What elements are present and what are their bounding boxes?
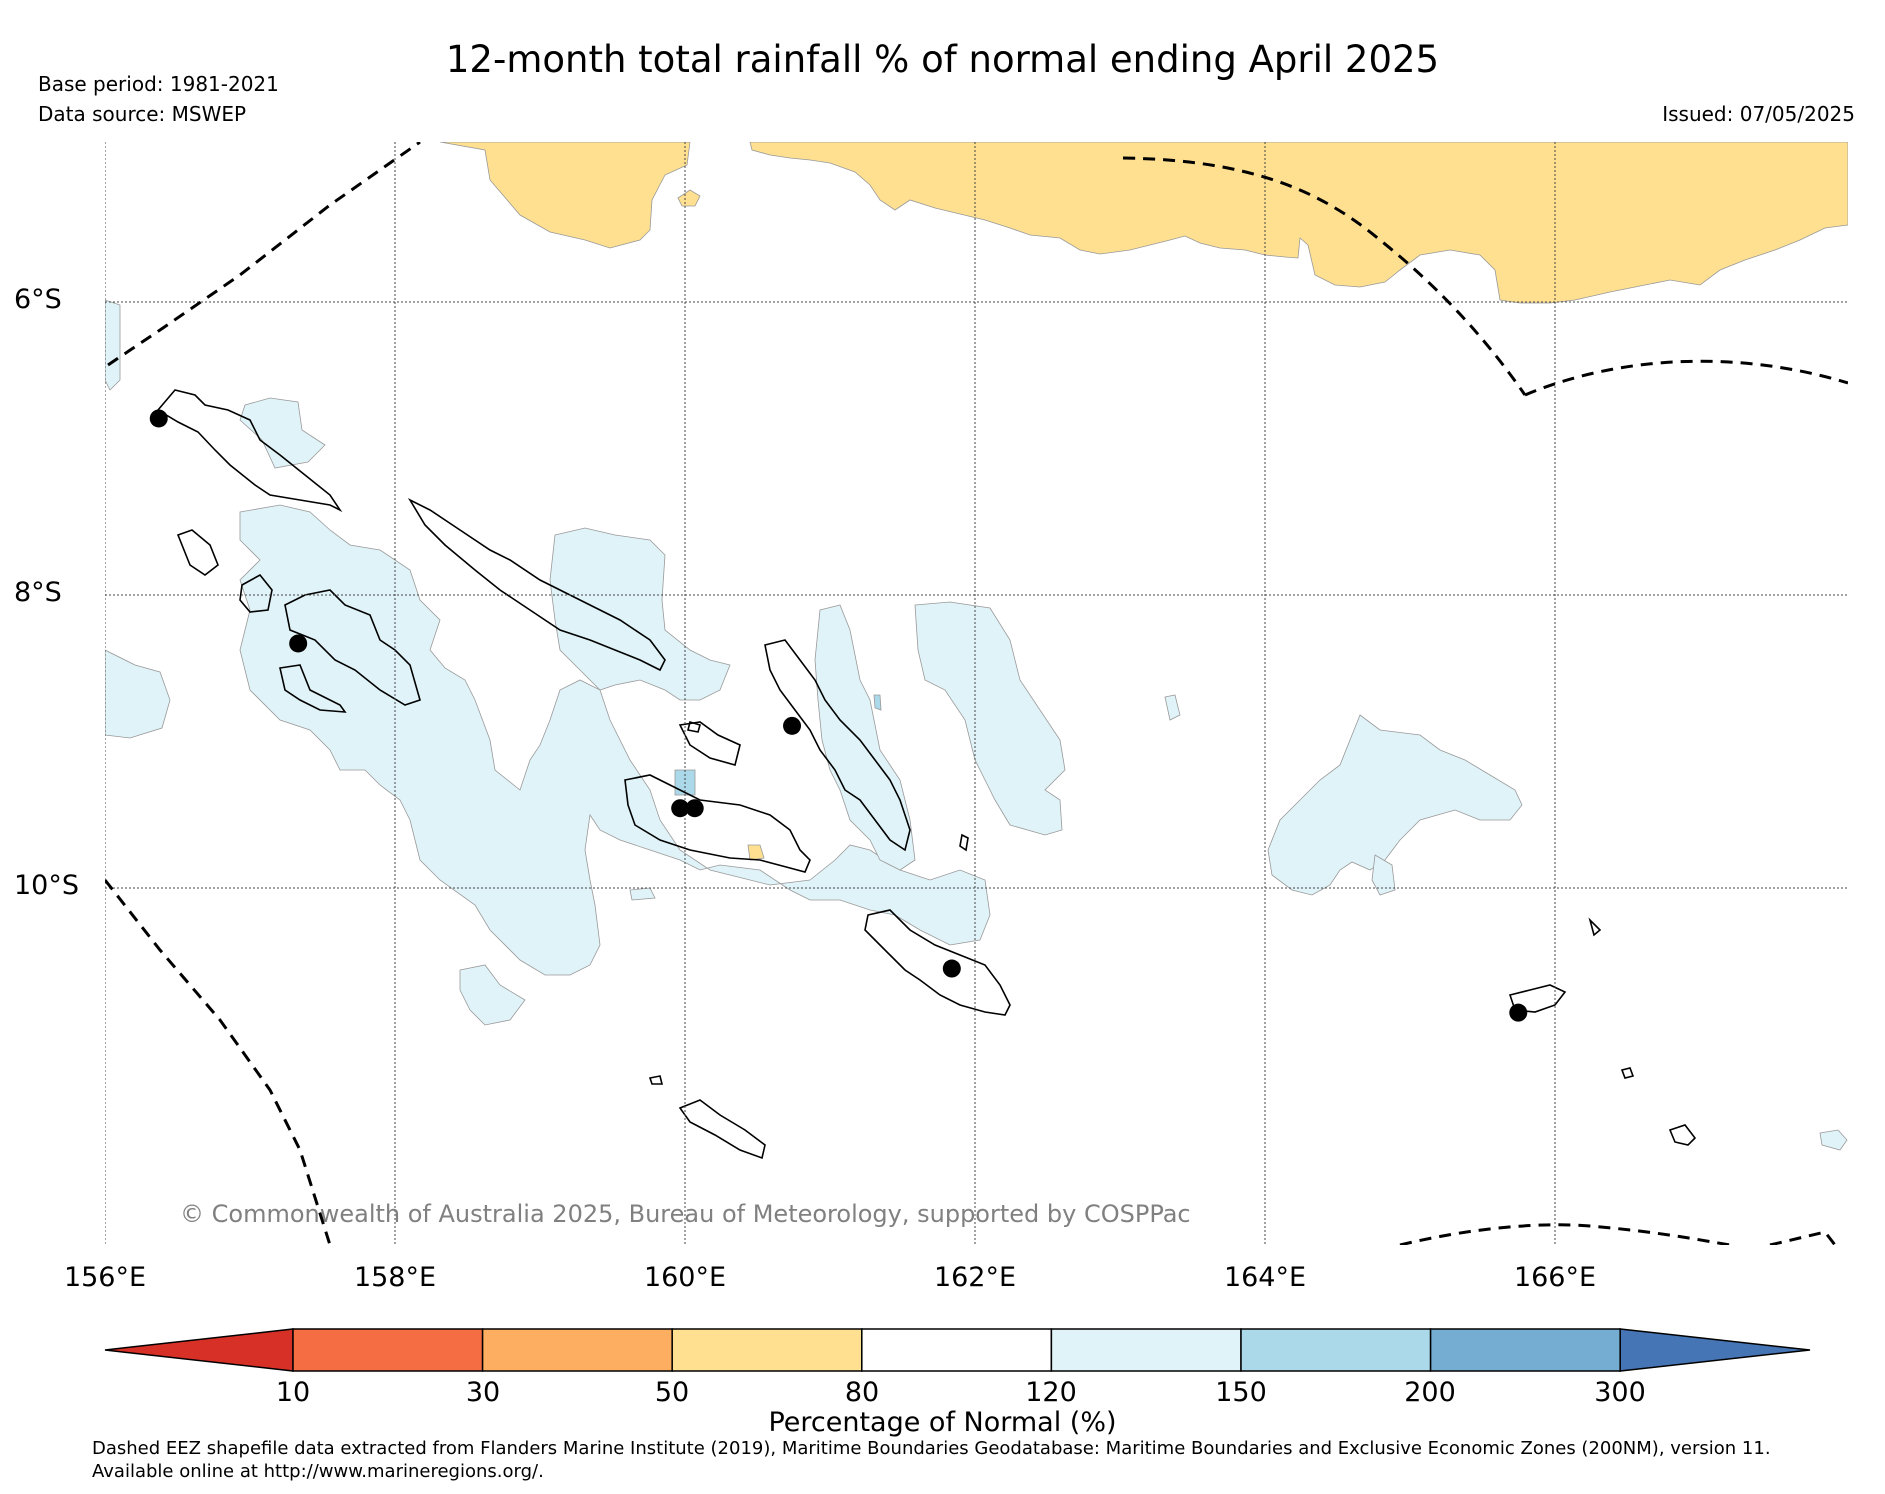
colorbar-tick-label: 30 bbox=[465, 1377, 501, 1408]
station-markers bbox=[149, 409, 1528, 1022]
rainfall-region-120-150 bbox=[814, 604, 916, 871]
footnote-line: Available online at http://www.marinereg… bbox=[92, 1461, 544, 1482]
rainfall-region-50-80 bbox=[439, 142, 691, 249]
rainfall-region-150-200 bbox=[873, 694, 882, 711]
colorbar-bin bbox=[1619, 1328, 1811, 1372]
eez-boundary bbox=[1399, 1223, 1731, 1245]
lon-label: 160°E bbox=[643, 1262, 727, 1293]
island-small bbox=[687, 720, 701, 733]
island-florida bbox=[678, 721, 741, 766]
colorbar-bin bbox=[861, 1328, 1053, 1372]
island-small bbox=[1620, 1067, 1635, 1079]
island-vella-lavella bbox=[239, 573, 273, 613]
colorbar-title: Percentage of Normal (%) bbox=[768, 1407, 1117, 1438]
colorbar-bin bbox=[1429, 1328, 1621, 1372]
eez-boundary bbox=[105, 879, 332, 1245]
lon-label: 162°E bbox=[933, 1262, 1017, 1293]
colorbar-bin bbox=[481, 1328, 673, 1372]
rainfall-region-120-150 bbox=[105, 299, 121, 391]
station-marker bbox=[942, 959, 961, 978]
rainfall-region-120-150 bbox=[914, 601, 1066, 836]
station-marker bbox=[783, 716, 802, 735]
colorbar-bin bbox=[671, 1328, 863, 1372]
issued-date: Issued: 07/05/2025 bbox=[1662, 102, 1855, 126]
lon-label: 166°E bbox=[1513, 1262, 1597, 1293]
island-small bbox=[1588, 917, 1602, 937]
lat-label: 6°S bbox=[14, 284, 62, 315]
map-area bbox=[105, 142, 1848, 1245]
rainfall-region-50-80 bbox=[677, 189, 701, 207]
station-marker bbox=[1509, 1003, 1528, 1022]
colorbar-bin bbox=[1050, 1328, 1242, 1372]
lat-label: 10°S bbox=[14, 870, 79, 901]
footnote-line: Dashed EEZ shapefile data extracted from… bbox=[92, 1438, 1771, 1459]
copyright-notice: © Commonwealth of Australia 2025, Bureau… bbox=[180, 1200, 1191, 1228]
rainfall-region-50-80 bbox=[747, 844, 765, 861]
colorbar-bin bbox=[292, 1328, 484, 1372]
island-choiseul bbox=[407, 498, 666, 672]
colorbar-tick-label: 150 bbox=[1215, 1377, 1267, 1408]
station-marker bbox=[149, 409, 168, 428]
island-rendova bbox=[279, 664, 347, 713]
rainfall-region-120-150 bbox=[105, 649, 171, 739]
rainfall-region-120-150 bbox=[1164, 694, 1181, 721]
island-rennell bbox=[678, 1099, 766, 1160]
rainfall-region-50-80 bbox=[749, 142, 1848, 304]
island-bougainville bbox=[156, 389, 343, 513]
colorbar-tick-label: 300 bbox=[1594, 1377, 1646, 1408]
island-ranongga bbox=[176, 529, 219, 576]
data-source: Data source: MSWEP bbox=[38, 102, 247, 126]
rainfall-region-120-150 bbox=[239, 504, 991, 976]
lon-label: 158°E bbox=[353, 1262, 437, 1293]
colorbar-tick-label: 10 bbox=[275, 1377, 311, 1408]
rainfall-region-120-150 bbox=[549, 527, 731, 701]
lon-label: 164°E bbox=[1223, 1262, 1307, 1293]
rainfall-region-120-150 bbox=[1267, 714, 1523, 896]
colorbar-tick-label: 200 bbox=[1404, 1377, 1456, 1408]
base-period: Base period: 1981-2021 bbox=[38, 72, 279, 96]
lon-label: 156°E bbox=[63, 1262, 147, 1293]
colorbar-bin bbox=[104, 1328, 294, 1372]
map-title: 12-month total rainfall % of normal endi… bbox=[445, 38, 1440, 81]
eez-boundary bbox=[1524, 359, 1848, 397]
island-small bbox=[648, 1075, 664, 1085]
station-marker bbox=[685, 799, 704, 818]
colorbar-tick-label: 50 bbox=[654, 1377, 690, 1408]
colorbar-tick-label: 120 bbox=[1025, 1377, 1077, 1408]
rainfall-region-120-150 bbox=[239, 397, 326, 469]
colorbar-tick-label: 80 bbox=[844, 1377, 880, 1408]
colorbar-bin bbox=[1240, 1328, 1432, 1372]
island-makira bbox=[864, 909, 1011, 1016]
island-small bbox=[1668, 1124, 1697, 1146]
lat-label: 8°S bbox=[14, 577, 62, 608]
rainfall-region-120-150 bbox=[629, 887, 656, 901]
station-marker bbox=[289, 634, 308, 653]
island-small bbox=[959, 833, 969, 852]
station-marker bbox=[671, 799, 690, 818]
rainfall-region-120-150 bbox=[1371, 854, 1396, 896]
island-isabel bbox=[764, 639, 911, 852]
eez-boundary bbox=[107, 142, 421, 367]
island-new-georgia bbox=[284, 589, 421, 706]
colorbar bbox=[104, 1328, 1811, 1372]
eez-boundary bbox=[1769, 1230, 1837, 1245]
rainfall-region-120-150 bbox=[459, 964, 526, 1026]
rainfall-region-120-150 bbox=[1819, 1129, 1848, 1151]
island-guadalcanal bbox=[624, 774, 811, 873]
